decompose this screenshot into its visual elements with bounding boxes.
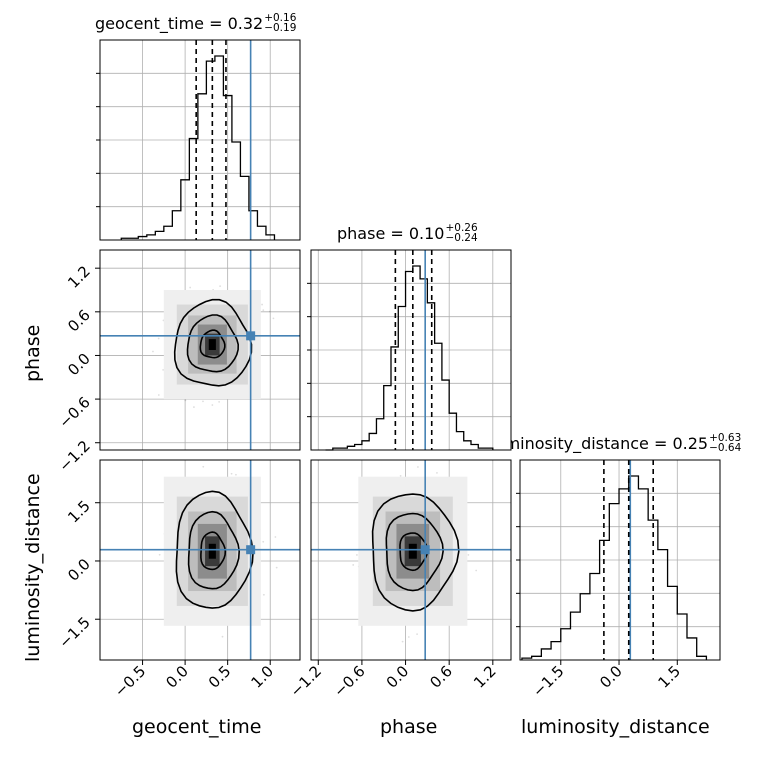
sample-point bbox=[399, 474, 402, 477]
sample-point bbox=[217, 455, 219, 457]
sample-point bbox=[275, 566, 278, 569]
x-tick-label-geocent_time: 1.0 bbox=[247, 662, 277, 692]
y-tick-label-phase: 0.0 bbox=[64, 350, 94, 380]
x-tick-label-phase: 0.6 bbox=[426, 662, 456, 692]
sample-point bbox=[235, 473, 237, 476]
y-tick-label-phase: −0.6 bbox=[55, 393, 93, 431]
sample-point bbox=[157, 394, 160, 396]
sample-point bbox=[274, 536, 277, 538]
x-tick-label-phase: −0.6 bbox=[330, 662, 368, 700]
density-block bbox=[408, 543, 417, 559]
x-tick-label-phase: 0.0 bbox=[383, 662, 413, 692]
sample-point bbox=[189, 286, 192, 289]
joint-content bbox=[100, 250, 300, 450]
xlabel-geocent-time: geocent_time bbox=[132, 716, 262, 738]
x-tick-label-geocent_time: −0.5 bbox=[111, 662, 149, 700]
x-tick-label-geocent_time: 0.5 bbox=[205, 662, 235, 692]
contour-line-1 bbox=[186, 314, 240, 373]
x-tick-label-luminosity_distance: 1.5 bbox=[655, 662, 685, 692]
sample-point bbox=[262, 309, 265, 312]
contour-line-2 bbox=[200, 531, 227, 571]
x-tick-label-luminosity_distance: 0.0 bbox=[596, 662, 626, 692]
y-tick-label-phase: 1.2 bbox=[64, 262, 94, 292]
sample-point bbox=[262, 540, 265, 543]
x-tick-label-geocent_time: 0.0 bbox=[162, 662, 192, 692]
truth-marker bbox=[420, 545, 430, 555]
sample-point bbox=[184, 399, 187, 402]
sample-point bbox=[193, 406, 195, 408]
joint-panel-luminosity_distance_vs_phase bbox=[310, 459, 512, 661]
xlabel-luminosity-distance: luminosity_distance bbox=[521, 716, 710, 738]
contour-line-1 bbox=[385, 512, 444, 592]
y-tick-label-luminosity_distance: −1.5 bbox=[55, 613, 93, 651]
panel-frame bbox=[519, 459, 721, 661]
sample-point bbox=[233, 458, 235, 460]
sample-point bbox=[230, 472, 233, 475]
contour-line-2 bbox=[399, 532, 429, 572]
sample-point bbox=[416, 633, 418, 635]
sample-point bbox=[158, 553, 161, 556]
density-block bbox=[208, 339, 216, 350]
sample-point bbox=[352, 564, 355, 566]
joint-panel-luminosity_distance_vs_geocent_time bbox=[99, 455, 301, 661]
x-tick-label-phase: 1.2 bbox=[470, 662, 500, 692]
joint-content bbox=[311, 460, 511, 660]
y-tick-label-phase: 0.6 bbox=[64, 306, 94, 336]
sample-point bbox=[162, 369, 165, 371]
ylabel-luminosity-distance: luminosity_distance bbox=[22, 473, 44, 662]
contour-line-2 bbox=[199, 329, 226, 359]
x-tick-label-luminosity_distance: −1.5 bbox=[529, 662, 567, 700]
sample-point bbox=[436, 472, 438, 474]
title-phase: phase = 0.10 +0.26 −0.24 bbox=[337, 222, 478, 244]
hist-panel-phase bbox=[307, 249, 512, 451]
sample-point bbox=[219, 285, 222, 288]
sample-point bbox=[218, 400, 221, 403]
x-tick-label-phase: −1.2 bbox=[287, 662, 325, 700]
sample-point bbox=[475, 569, 478, 572]
y-tick-label-luminosity_distance: 0.0 bbox=[64, 555, 94, 585]
contour-line-0 bbox=[173, 298, 253, 387]
sample-point bbox=[211, 404, 214, 406]
truth-marker bbox=[246, 331, 256, 341]
contour-line-0 bbox=[175, 490, 254, 609]
panel-frame bbox=[99, 249, 301, 451]
hist-panel-geocent_time bbox=[96, 39, 301, 241]
ylabel-phase: phase bbox=[22, 324, 44, 382]
panel-frame bbox=[99, 459, 301, 661]
sample-point bbox=[157, 337, 160, 340]
sample-point bbox=[152, 350, 154, 353]
sample-point bbox=[202, 465, 205, 468]
histogram-geocent_time bbox=[120, 55, 276, 240]
sample-point bbox=[221, 635, 224, 638]
y-tick-label-phase: −1.2 bbox=[55, 437, 93, 475]
joint-panel-phase_vs_geocent_time bbox=[99, 249, 301, 451]
truth-marker bbox=[246, 545, 256, 555]
histogram-luminosity_distance bbox=[521, 475, 708, 660]
sample-point bbox=[417, 466, 419, 468]
density-block bbox=[208, 543, 216, 559]
sample-point bbox=[268, 310, 271, 313]
contour-line-1 bbox=[187, 510, 241, 590]
sample-point bbox=[356, 554, 358, 556]
panel-frame bbox=[310, 459, 512, 661]
sample-point bbox=[401, 640, 404, 643]
title-luminosity-distance: luminosity_distance = 0.25 +0.63 −0.64 bbox=[490, 432, 742, 454]
hist-panel-luminosity_distance bbox=[516, 459, 721, 661]
sample-point bbox=[272, 317, 275, 320]
sample-point bbox=[467, 554, 470, 556]
y-tick-label-luminosity_distance: 1.5 bbox=[64, 497, 94, 527]
sample-point bbox=[261, 303, 263, 306]
contour-line-0 bbox=[371, 493, 460, 612]
sample-point bbox=[262, 593, 265, 596]
panel-frame bbox=[310, 249, 512, 451]
title-geocent-time: geocent_time = 0.32 +0.16 −0.19 bbox=[95, 12, 297, 34]
sample-point bbox=[407, 636, 410, 638]
sample-point bbox=[202, 400, 204, 403]
xlabel-phase: phase bbox=[380, 716, 438, 738]
panel-frame bbox=[99, 39, 301, 241]
joint-content bbox=[100, 455, 300, 660]
